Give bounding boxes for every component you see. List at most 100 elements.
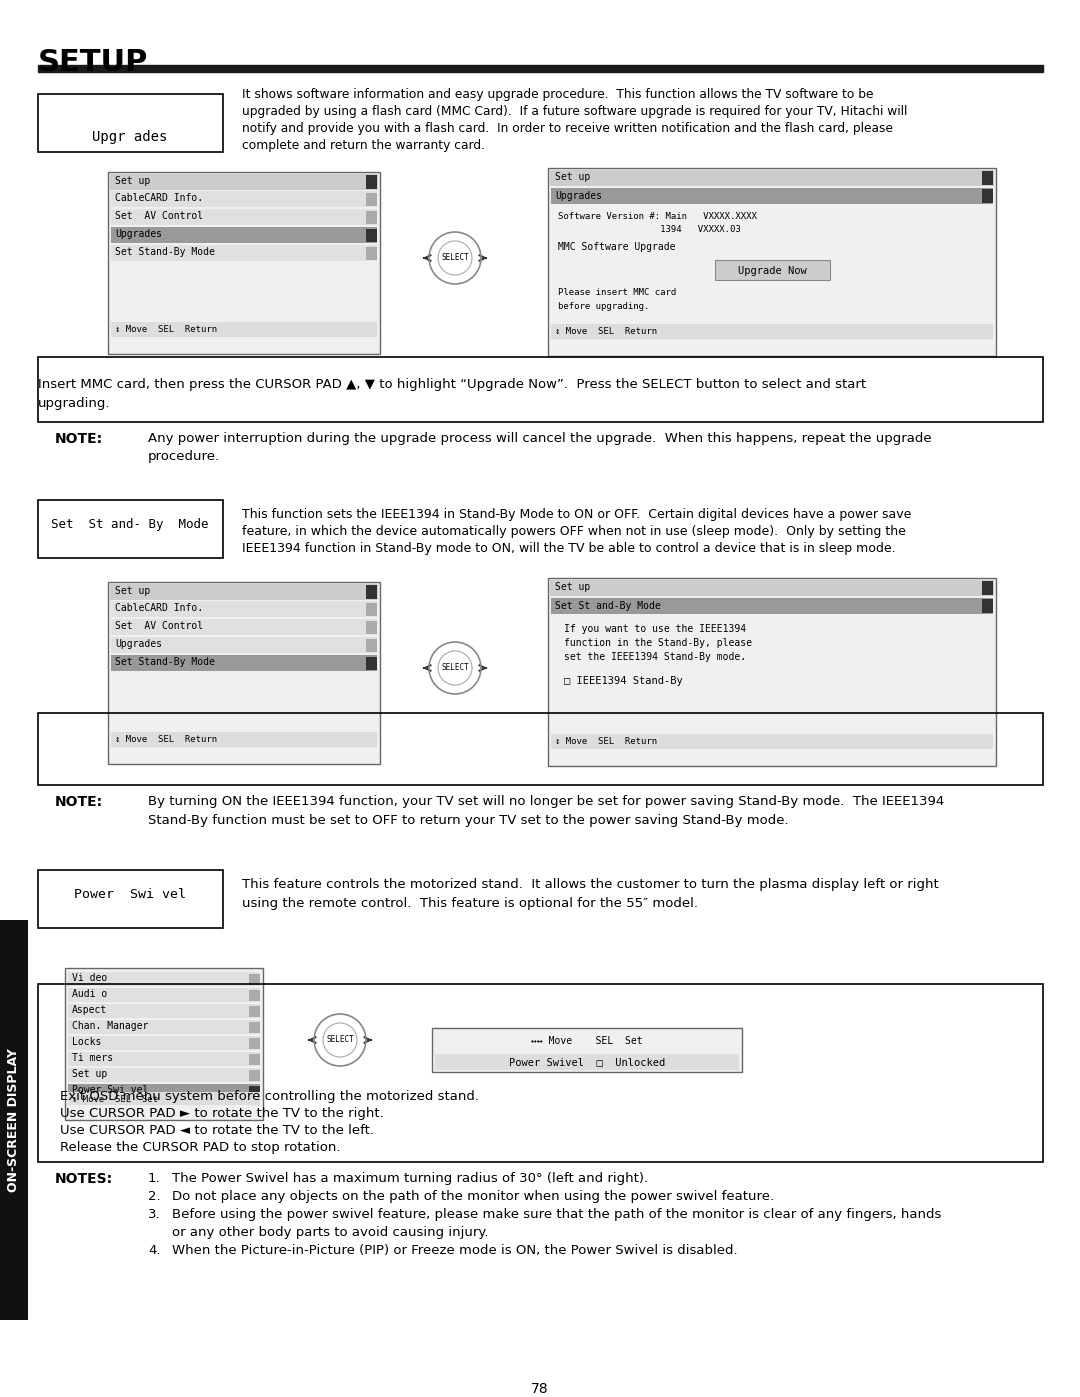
Bar bbox=[366, 657, 377, 671]
Bar bbox=[366, 175, 377, 189]
Bar bbox=[68, 1037, 260, 1051]
Bar bbox=[249, 1006, 260, 1017]
Text: Power Swi vel: Power Swi vel bbox=[72, 1085, 148, 1095]
Bar bbox=[548, 578, 996, 766]
Text: Power Swivel  □  Unlocked: Power Swivel □ Unlocked bbox=[509, 1058, 665, 1067]
Text: NOTES:: NOTES: bbox=[55, 1172, 113, 1186]
Text: using the remote control.  This feature is optional for the 55″ model.: using the remote control. This feature i… bbox=[242, 897, 698, 909]
Bar bbox=[111, 210, 377, 225]
Text: Upgr ades: Upgr ades bbox=[92, 130, 167, 144]
Bar bbox=[548, 168, 996, 356]
Text: IEEE1394 function in Stand-By mode to ON, will the TV be able to control a devic: IEEE1394 function in Stand-By mode to ON… bbox=[242, 542, 895, 555]
Bar bbox=[366, 211, 377, 224]
Text: Chan. Manager: Chan. Manager bbox=[72, 1021, 148, 1031]
Text: 2.: 2. bbox=[148, 1190, 161, 1203]
Text: Any power interruption during the upgrade process will cancel the upgrade.  When: Any power interruption during the upgrad… bbox=[148, 432, 932, 446]
Text: ↕ Move  SEL  Return: ↕ Move SEL Return bbox=[555, 738, 657, 746]
Text: Exit OSD menu system before controlling the motorized stand.: Exit OSD menu system before controlling … bbox=[60, 1090, 480, 1104]
Text: ↕ Move  SEL  Set: ↕ Move SEL Set bbox=[72, 1094, 158, 1104]
Text: function in the Stand-By, please: function in the Stand-By, please bbox=[564, 638, 752, 648]
Bar bbox=[108, 583, 380, 764]
Text: Ti mers: Ti mers bbox=[72, 1053, 113, 1063]
Text: Set Stand-By Mode: Set Stand-By Mode bbox=[114, 657, 215, 666]
Bar bbox=[0, 921, 28, 1320]
Text: upgraded by using a flash card (MMC Card).  If a future software upgrade is requ: upgraded by using a flash card (MMC Card… bbox=[242, 105, 907, 117]
Bar bbox=[249, 974, 260, 985]
Text: Upgrades: Upgrades bbox=[114, 638, 162, 650]
Text: Power  Swi vel: Power Swi vel bbox=[75, 888, 186, 901]
Text: Set up: Set up bbox=[555, 172, 591, 182]
Bar bbox=[550, 170, 994, 186]
Bar bbox=[551, 189, 993, 204]
Text: feature, in which the device automatically powers OFF when not in use (sleep mod: feature, in which the device automatical… bbox=[242, 525, 906, 538]
Text: ↕ Move  SEL  Return: ↕ Move SEL Return bbox=[114, 326, 217, 334]
Text: Set up: Set up bbox=[114, 176, 150, 186]
Text: The Power Swivel has a maximum turning radius of 30° (left and right).: The Power Swivel has a maximum turning r… bbox=[172, 1172, 648, 1185]
Bar bbox=[366, 638, 377, 652]
Bar bbox=[38, 66, 1043, 73]
Bar bbox=[110, 175, 378, 190]
Bar bbox=[432, 1028, 742, 1071]
Bar bbox=[38, 500, 222, 557]
Text: ON-SCREEN DISPLAY: ON-SCREEN DISPLAY bbox=[8, 1048, 21, 1192]
Text: MMC Software Upgrade: MMC Software Upgrade bbox=[558, 242, 675, 251]
Bar bbox=[68, 1004, 260, 1018]
Text: Upgrades: Upgrades bbox=[114, 229, 162, 239]
Text: Release the CURSOR PAD to stop rotation.: Release the CURSOR PAD to stop rotation. bbox=[60, 1141, 340, 1154]
Bar bbox=[366, 247, 377, 260]
Bar bbox=[249, 1070, 260, 1081]
Text: notify and provide you with a flash card.  In order to receive written notificat: notify and provide you with a flash card… bbox=[242, 122, 893, 136]
Text: set the IEEE1394 Stand-By mode.: set the IEEE1394 Stand-By mode. bbox=[564, 652, 746, 662]
Bar bbox=[38, 983, 1043, 1162]
Text: NOTE:: NOTE: bbox=[55, 432, 103, 446]
Text: 4.: 4. bbox=[148, 1243, 161, 1257]
Text: before upgrading.: before upgrading. bbox=[558, 302, 649, 312]
Text: Before using the power swivel feature, please make sure that the path of the mon: Before using the power swivel feature, p… bbox=[172, 1208, 942, 1221]
Text: Vi deo: Vi deo bbox=[72, 972, 107, 983]
Text: ↕ Move  SEL  Return: ↕ Move SEL Return bbox=[555, 327, 657, 337]
Text: CableCARD Info.: CableCARD Info. bbox=[114, 604, 203, 613]
Bar bbox=[110, 584, 378, 599]
Text: Set up: Set up bbox=[72, 1069, 107, 1078]
Text: 1.: 1. bbox=[148, 1172, 161, 1185]
Text: □ IEEE1394 Stand-By: □ IEEE1394 Stand-By bbox=[564, 676, 683, 686]
Bar bbox=[249, 1053, 260, 1065]
Bar bbox=[551, 598, 993, 615]
Bar bbox=[435, 1053, 739, 1070]
Text: Stand-By function must be set to OFF to return your TV set to the power saving S: Stand-By function must be set to OFF to … bbox=[148, 814, 788, 827]
Bar bbox=[551, 324, 993, 339]
Text: Aspect: Aspect bbox=[72, 1004, 107, 1016]
Bar bbox=[982, 170, 993, 184]
Bar bbox=[68, 1067, 260, 1083]
Bar bbox=[111, 637, 377, 652]
Bar bbox=[111, 226, 377, 243]
Text: Upgrades: Upgrades bbox=[555, 191, 602, 201]
Text: Use CURSOR PAD ◄ to rotate the TV to the left.: Use CURSOR PAD ◄ to rotate the TV to the… bbox=[60, 1125, 374, 1137]
Bar bbox=[550, 580, 994, 597]
Bar bbox=[111, 191, 377, 207]
Text: Upgrade Now: Upgrade Now bbox=[738, 265, 807, 277]
Bar bbox=[111, 601, 377, 617]
Bar bbox=[68, 1084, 260, 1098]
Bar bbox=[715, 260, 831, 279]
Text: SELECT: SELECT bbox=[441, 253, 469, 263]
Text: Set Stand-By Mode: Set Stand-By Mode bbox=[114, 247, 215, 257]
Bar bbox=[38, 94, 222, 152]
Text: 3.: 3. bbox=[148, 1208, 161, 1221]
Text: Please insert MMC card: Please insert MMC card bbox=[558, 288, 676, 298]
Bar bbox=[38, 870, 222, 928]
Bar bbox=[68, 1052, 260, 1066]
Text: 1394   VXXXX.03: 1394 VXXXX.03 bbox=[558, 225, 741, 235]
Text: If you want to use the IEEE1394: If you want to use the IEEE1394 bbox=[564, 624, 746, 634]
Bar bbox=[249, 1085, 260, 1097]
Bar bbox=[68, 972, 260, 986]
Text: or any other body parts to avoid causing injury.: or any other body parts to avoid causing… bbox=[172, 1227, 488, 1239]
Text: Set  AV Control: Set AV Control bbox=[114, 622, 203, 631]
Bar bbox=[366, 622, 377, 634]
Bar bbox=[38, 358, 1043, 422]
Text: It shows software information and easy upgrade procedure.  This function allows : It shows software information and easy u… bbox=[242, 88, 874, 101]
Bar bbox=[982, 581, 993, 595]
Text: Do not place any objects on the path of the monitor when using the power swivel : Do not place any objects on the path of … bbox=[172, 1190, 774, 1203]
Bar bbox=[111, 655, 377, 671]
Bar bbox=[551, 733, 993, 749]
